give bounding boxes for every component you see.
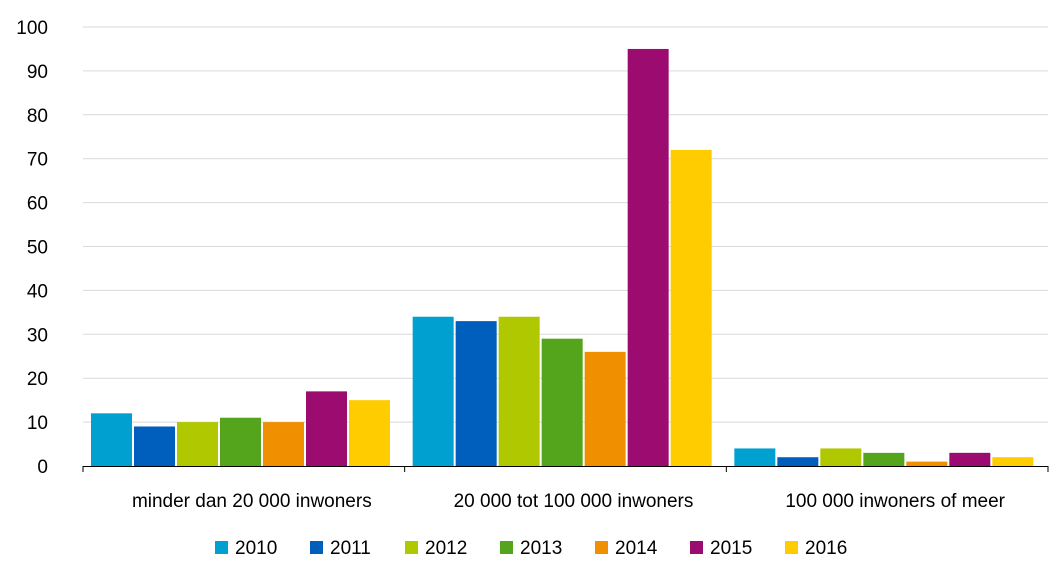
y-tick-label: 90 — [27, 62, 48, 83]
bar-2012-1 — [177, 422, 218, 466]
bar-2010-1 — [91, 413, 132, 466]
y-tick-label: 60 — [27, 194, 48, 215]
bars — [91, 49, 1033, 466]
y-tick-label: 0 — [37, 457, 48, 478]
bar-2016-2 — [671, 150, 712, 466]
y-tick-label: 10 — [27, 413, 48, 434]
bar-2012-3 — [820, 448, 861, 466]
bar-2013-2 — [542, 339, 583, 466]
y-tick-label: 70 — [27, 150, 48, 171]
legend-label-2010: 2010 — [235, 538, 277, 559]
bar-2013-3 — [863, 453, 904, 466]
x-axis — [83, 466, 1048, 472]
legend-label-2015: 2015 — [710, 538, 752, 559]
bar-2011-1 — [134, 426, 175, 466]
legend-swatch-2010 — [215, 541, 228, 554]
bar-2015-2 — [628, 49, 669, 466]
bar-2014-2 — [585, 352, 626, 466]
legend-swatch-2014 — [595, 541, 608, 554]
category-label: 100 000 inwoners of meer — [785, 491, 1005, 512]
y-axis-tick-labels: 0 10 20 30 40 50 60 70 80 90 100 — [16, 18, 48, 478]
y-tick-label: 20 — [27, 369, 48, 390]
bar-2013-1 — [220, 418, 261, 466]
bar-2016-3 — [992, 457, 1033, 466]
category-label: 20 000 tot 100 000 inwoners — [454, 491, 694, 512]
legend: 2010 2011 2012 2013 2014 2015 2016 — [215, 538, 847, 559]
bar-2016-1 — [349, 400, 390, 466]
bar-2011-2 — [456, 321, 497, 466]
legend-label-2016: 2016 — [805, 538, 847, 559]
legend-swatch-2016 — [785, 541, 798, 554]
legend-swatch-2011 — [310, 541, 323, 554]
category-labels: minder dan 20 000 inwoners 20 000 tot 100… — [132, 491, 1006, 512]
bar-2012-2 — [499, 317, 540, 466]
legend-label-2012: 2012 — [425, 538, 467, 559]
legend-swatch-2013 — [500, 541, 513, 554]
y-tick-label: 100 — [16, 18, 48, 39]
y-tick-label: 30 — [27, 325, 48, 346]
bar-2010-3 — [734, 448, 775, 466]
legend-label-2011: 2011 — [330, 538, 371, 559]
legend-swatch-2015 — [690, 541, 703, 554]
category-label: minder dan 20 000 inwoners — [132, 491, 372, 512]
y-tick-label: 50 — [27, 238, 48, 259]
bar-2010-2 — [413, 317, 454, 466]
bar-2011-3 — [777, 457, 818, 466]
bar-2014-1 — [263, 422, 304, 466]
y-tick-label: 80 — [27, 106, 48, 127]
legend-label-2013: 2013 — [520, 538, 562, 559]
legend-label-2014: 2014 — [615, 538, 658, 559]
legend-swatch-2012 — [405, 541, 418, 554]
bar-2015-1 — [306, 391, 347, 466]
bar-2014-3 — [906, 462, 947, 466]
y-tick-label: 40 — [27, 281, 48, 302]
bar-2015-3 — [949, 453, 990, 466]
